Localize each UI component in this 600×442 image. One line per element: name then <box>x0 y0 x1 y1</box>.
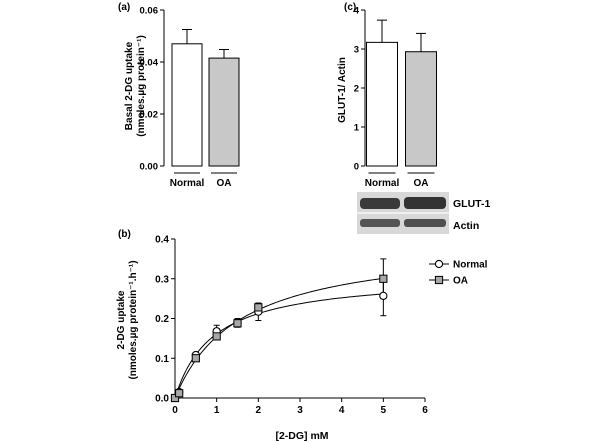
panel-b-ylabel-line2: (nmoles.µg protein⁻¹.h⁻¹) <box>128 260 139 379</box>
panel-b-ylabel-line1: 2-DG uptake <box>116 290 127 349</box>
panel-a-category-label: Normal <box>170 178 205 189</box>
blot-label-actin: Actin <box>453 220 479 232</box>
panel-b-ytick-label: 0.1 <box>155 354 169 365</box>
panel-b-curve-normal <box>174 293 384 399</box>
panel-c-ytick-label: 4 <box>354 6 360 17</box>
panel-a-ylabel-line2: (nmoles.µg protein⁻¹) <box>136 35 147 137</box>
panel-b-point-oa <box>379 274 388 283</box>
panel-b-ytick-label: 0.0 <box>155 394 169 405</box>
panel-b-point-oa <box>233 319 242 328</box>
panel-b-point-oa <box>175 389 184 398</box>
panel-c-ytick-label: 3 <box>354 45 359 56</box>
panel-b-xtick-label: 3 <box>297 405 303 416</box>
panel-a-category-label: OA <box>217 178 232 189</box>
panel-b-point-oa <box>254 303 263 312</box>
panel-b-point-oa <box>191 354 200 363</box>
panel-a-label: (a) <box>118 2 130 13</box>
panel-c-ytick-label: 1 <box>354 123 360 134</box>
panel-b-legend: Normal OA <box>429 260 488 287</box>
legend-marker-normal <box>434 259 444 269</box>
panel-a-ytick-label: 0.04 <box>140 58 159 69</box>
panel-b-ytick-label: 0.4 <box>155 235 169 246</box>
panel-c-bar-normal <box>366 41 398 167</box>
panel-c-ytick-label: 2 <box>354 84 359 95</box>
panel-b-ytick-label: 0.3 <box>155 274 169 285</box>
panel-b-xtick-label: 5 <box>381 405 387 416</box>
panel-a-bar-normal <box>171 43 203 167</box>
panel-c: (c) GLUT-1/ Actin 0 1 2 3 4 Normal OA GLUT-1 A… <box>337 2 490 234</box>
panel-b-xlabel: [2-DG] mM <box>275 430 328 442</box>
panel-b-curve-oa <box>174 277 384 399</box>
panel-c-category-label: Normal <box>365 178 400 189</box>
panel-b-xtick-label: 0 <box>172 405 178 416</box>
panel-b-xtick-label: 1 <box>214 405 220 416</box>
panel-b-xtick-label: 6 <box>422 405 428 416</box>
panel-a-ylabel-line1: Basal 2-DG uptake <box>124 41 135 130</box>
panel-c-category-label: OA <box>414 178 429 189</box>
panel-b-xtick-label: 2 <box>256 405 262 416</box>
panel-c-ylabel: GLUT-1/ Actin <box>337 57 348 123</box>
western-blot-image <box>357 192 449 234</box>
panel-a-bar-oa <box>208 57 240 167</box>
panel-b-point-oa <box>170 393 180 403</box>
legend-marker-oa <box>434 275 444 285</box>
legend-label-normal: Normal <box>453 260 488 271</box>
panel-a-ytick-label: 0.00 <box>140 162 159 173</box>
panel-b-point-normal <box>379 291 388 300</box>
panel-b-label: (b) <box>118 229 131 240</box>
panel-c-ytick-label: 0 <box>354 162 359 173</box>
panel-a-ytick-label: 0.06 <box>140 6 159 17</box>
panel-c-label: (c) <box>344 2 356 13</box>
panel-a: (a) Basal 2-DG uptake (nmoles.µg protein… <box>118 2 240 189</box>
panel-a-ytick-label: 0.02 <box>140 110 159 121</box>
panel-b-xtick-label: 4 <box>339 405 345 416</box>
panel-c-bar-oa <box>405 51 437 167</box>
panel-b-point-oa <box>212 332 221 341</box>
blot-label-glut1: GLUT-1 <box>453 198 490 210</box>
legend-label-oa: OA <box>453 276 468 287</box>
panel-b-ytick-label: 0.2 <box>155 314 169 325</box>
panel-b: (b) 2-DG uptake (nmoles.µg protein⁻¹.h⁻¹… <box>116 229 488 442</box>
